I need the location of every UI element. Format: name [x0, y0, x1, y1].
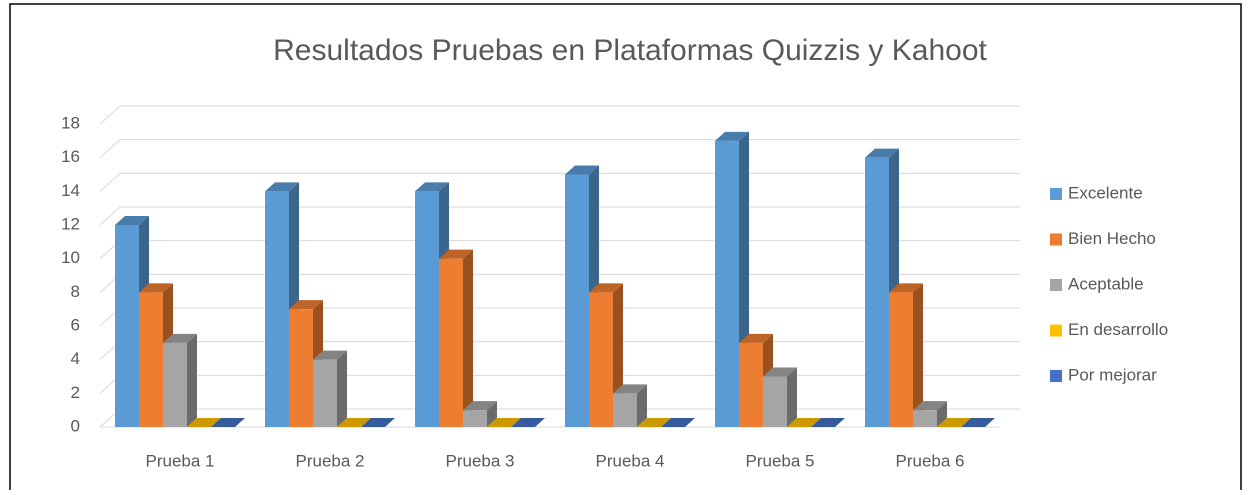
bar-side: [463, 249, 473, 427]
x-tick-label: Prueba 4: [596, 451, 665, 470]
x-tick-label: Prueba 5: [746, 451, 815, 470]
y-tick-label: 16: [61, 147, 80, 166]
y-tick-label: 4: [71, 349, 80, 368]
bar-top: [811, 418, 845, 427]
grid-line: [99, 105, 1020, 125]
bar-top: [715, 131, 749, 141]
bar-top: [637, 418, 671, 427]
bar-top: [415, 182, 449, 192]
y-tick-label: 6: [71, 315, 80, 334]
legend-swatch: [1050, 370, 1062, 382]
bar-top: [139, 283, 173, 293]
bar-top: [487, 418, 521, 427]
bar: [715, 140, 739, 428]
bar: [589, 292, 613, 427]
bar: [415, 191, 439, 427]
bar-top: [289, 300, 323, 310]
legend-label: Por mejorar: [1068, 365, 1157, 384]
legend-swatch: [1050, 279, 1062, 291]
bar-top: [211, 418, 245, 427]
bar-side: [487, 401, 497, 427]
bar: [313, 359, 337, 427]
legend-label: Aceptable: [1068, 274, 1144, 293]
bar-top: [511, 418, 545, 427]
bar-top: [313, 350, 347, 360]
bar-top: [463, 401, 497, 411]
bar: [439, 258, 463, 427]
bar-side: [187, 333, 197, 427]
bar-side: [337, 350, 347, 427]
y-tick-label: 12: [61, 214, 80, 233]
bar: [889, 292, 913, 427]
y-tick-label: 14: [61, 181, 80, 200]
bar: [163, 342, 187, 427]
bar-top: [187, 418, 221, 427]
legend-label: En desarrollo: [1068, 320, 1168, 339]
bar: [913, 410, 937, 427]
bar-side: [637, 384, 647, 427]
bar-top: [265, 182, 299, 192]
bar: [139, 292, 163, 427]
bar: [763, 376, 787, 427]
bar-side: [913, 283, 923, 427]
bar: [565, 174, 589, 427]
x-tick-label: Prueba 3: [446, 451, 515, 470]
bar: [613, 393, 637, 427]
bar-top: [565, 165, 599, 175]
bar-top: [163, 333, 197, 343]
bar-top: [739, 333, 773, 343]
bar-top: [763, 367, 797, 377]
x-tick-label: Prueba 6: [896, 451, 965, 470]
bar-top: [661, 418, 695, 427]
bar-top: [613, 384, 647, 394]
bar-top: [961, 418, 995, 427]
bar-top: [439, 249, 473, 259]
bar-top: [913, 401, 947, 411]
bar: [115, 225, 139, 427]
bar-side: [787, 367, 797, 427]
y-tick-label: 0: [71, 416, 80, 435]
chart-title: Resultados Pruebas en Plataformas Quizzi…: [273, 34, 987, 67]
x-tick-label: Prueba 1: [146, 451, 215, 470]
y-tick-label: 8: [71, 282, 80, 301]
bar: [865, 157, 889, 427]
legend-swatch: [1050, 233, 1062, 246]
y-tick-label: 18: [61, 113, 80, 132]
y-tick-label: 10: [61, 248, 80, 267]
bar: [289, 309, 313, 427]
legend-swatch: [1050, 324, 1062, 337]
bar: [739, 342, 763, 427]
bar-top: [889, 283, 923, 293]
legend-swatch: [1050, 188, 1062, 200]
bar-side: [937, 401, 947, 427]
bar-top: [589, 283, 623, 293]
x-tick-label: Prueba 2: [296, 451, 365, 470]
bar-top: [361, 418, 395, 427]
legend-label: Bien Hecho: [1068, 229, 1156, 248]
bar-top: [937, 418, 971, 427]
bar: [463, 410, 487, 427]
legend-label: Excelente: [1068, 183, 1143, 202]
bar-top: [865, 148, 899, 158]
bar-top: [787, 418, 821, 427]
bar-top: [337, 418, 371, 427]
bar-top: [115, 216, 149, 225]
y-tick-label: 2: [71, 383, 80, 402]
bar: [265, 191, 289, 427]
